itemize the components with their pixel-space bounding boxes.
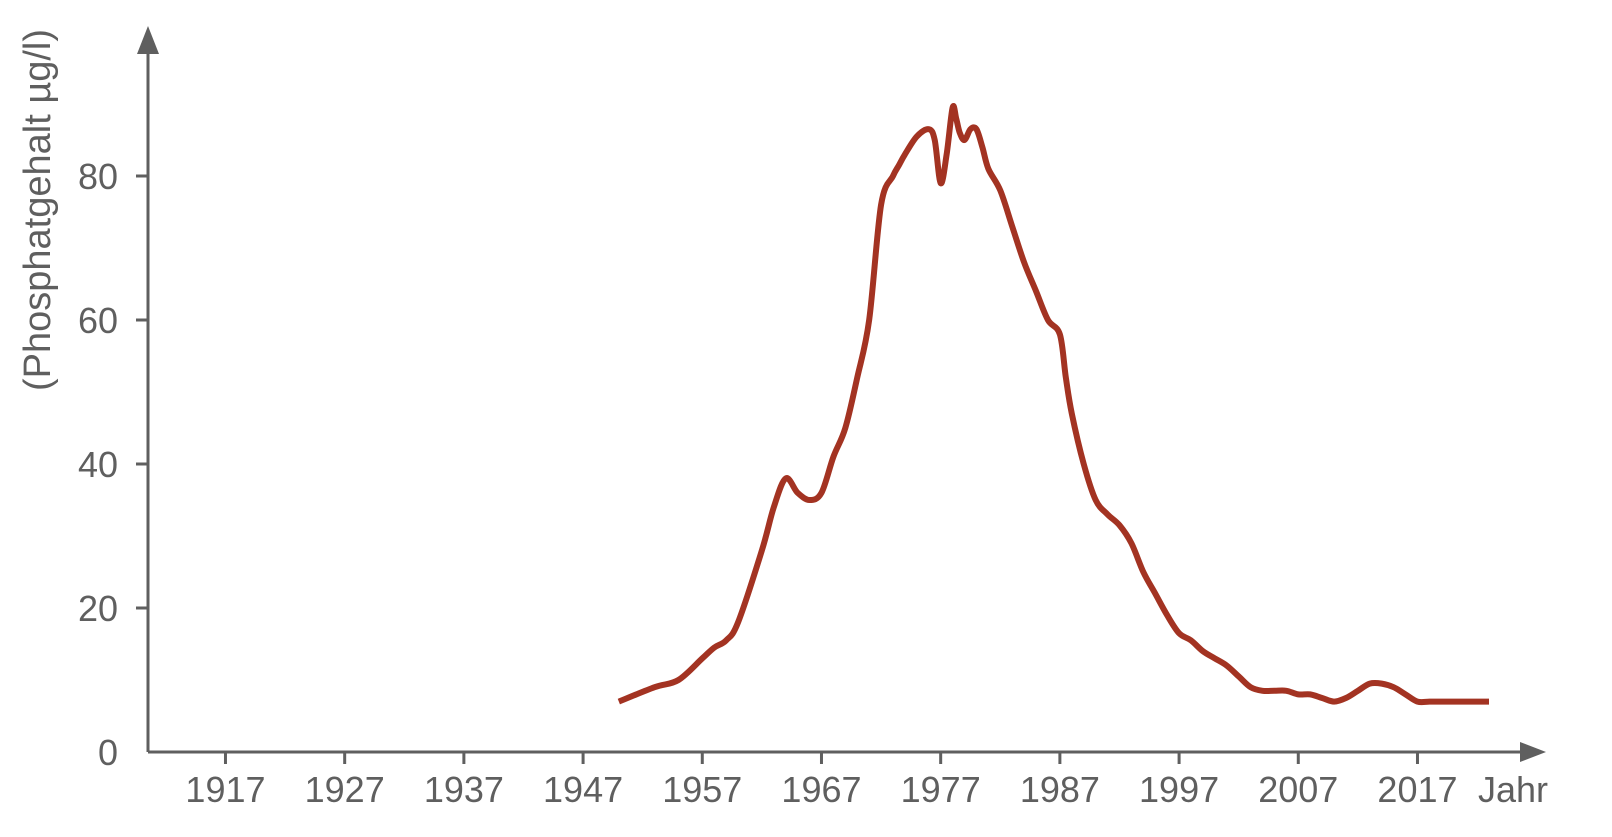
- y-axis-label: (Phosphatgehalt µg/l): [17, 29, 59, 391]
- y-tick-label: 40: [78, 444, 118, 485]
- y-tick-label: 60: [78, 300, 118, 341]
- x-tick-label: 1967: [781, 769, 861, 810]
- x-tick-label: 2017: [1377, 769, 1457, 810]
- x-tick-label: 1927: [305, 769, 385, 810]
- x-tick-label: 1917: [185, 769, 265, 810]
- x-tick-label: 1957: [662, 769, 742, 810]
- series-line: [617, 103, 1489, 706]
- y-tick-label: 0: [98, 732, 118, 773]
- x-axis-label: Jahr: [1478, 769, 1548, 810]
- x-axis-arrow-icon: [1520, 742, 1546, 762]
- x-ticks: 1917 1927 1937 1947 1957 1967 1977 1987 1997 2007…: [185, 752, 1458, 810]
- y-axis-arrow-icon: [137, 26, 159, 54]
- y-tick-label: 80: [78, 156, 118, 197]
- x-tick-label: 2007: [1258, 769, 1338, 810]
- x-tick-label: 1977: [901, 769, 981, 810]
- x-tick-label: 1987: [1020, 769, 1100, 810]
- x-tick-label: 1937: [424, 769, 504, 810]
- x-tick-label: 1997: [1139, 769, 1219, 810]
- y-ticks: 0 20 40 60 80: [78, 156, 148, 773]
- y-tick-label: 20: [78, 588, 118, 629]
- x-tick-label: 1947: [543, 769, 623, 810]
